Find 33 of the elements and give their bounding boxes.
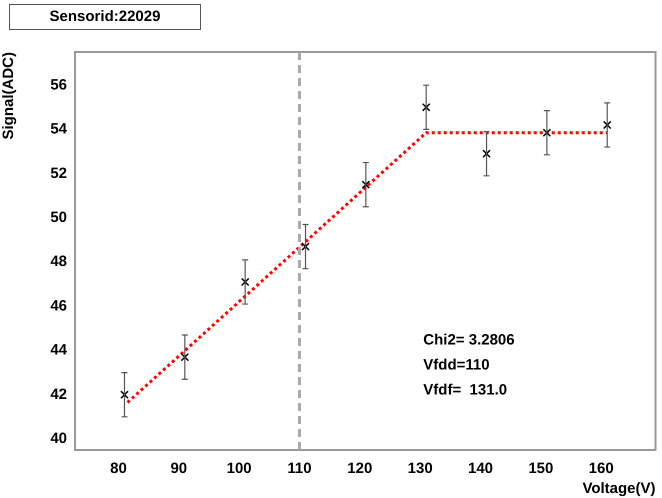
- point: [120, 390, 129, 400]
- x-tick-label: 110: [287, 460, 312, 478]
- point: [482, 149, 491, 158]
- y-tick-label: 42: [50, 386, 67, 403]
- point: [180, 352, 190, 362]
- annotation: Vfdf= 131.0: [423, 382, 508, 399]
- point: [602, 120, 612, 130]
- x-tick-label: 140: [468, 460, 494, 478]
- point: [542, 128, 552, 137]
- x-tick-label: 100: [226, 460, 252, 478]
- y-tick-label: 46: [50, 297, 67, 314]
- y-tick-label: 56: [50, 76, 67, 94]
- annotation: Chi2= 3.2806: [423, 332, 515, 349]
- point: [301, 242, 310, 251]
- x-tick-label: 80: [110, 460, 127, 478]
- y-tick-label: 52: [50, 164, 67, 182]
- chart-title: Sensorid:22029: [9, 4, 201, 30]
- x-tick-label: 160: [588, 460, 614, 478]
- y-tick-label: 48: [50, 253, 67, 270]
- y-tick-label: 50: [50, 208, 67, 226]
- x-tick-label: 90: [170, 460, 188, 478]
- y-axis-title: Signal(ADC): [0, 52, 18, 140]
- x-tick-label: 130: [408, 460, 433, 478]
- x-tick-label: 120: [347, 460, 372, 478]
- y-tick-label: 44: [50, 342, 68, 359]
- annotation: Vfdd=110: [423, 356, 490, 374]
- point: [240, 278, 250, 286]
- x-axis-title: Voltage(V): [582, 480, 656, 498]
- y-tick-label: 54: [50, 120, 68, 138]
- point: [422, 102, 430, 112]
- y-tick-label: 40: [50, 430, 67, 448]
- point: [362, 180, 370, 189]
- x-tick-label: 150: [528, 460, 554, 478]
